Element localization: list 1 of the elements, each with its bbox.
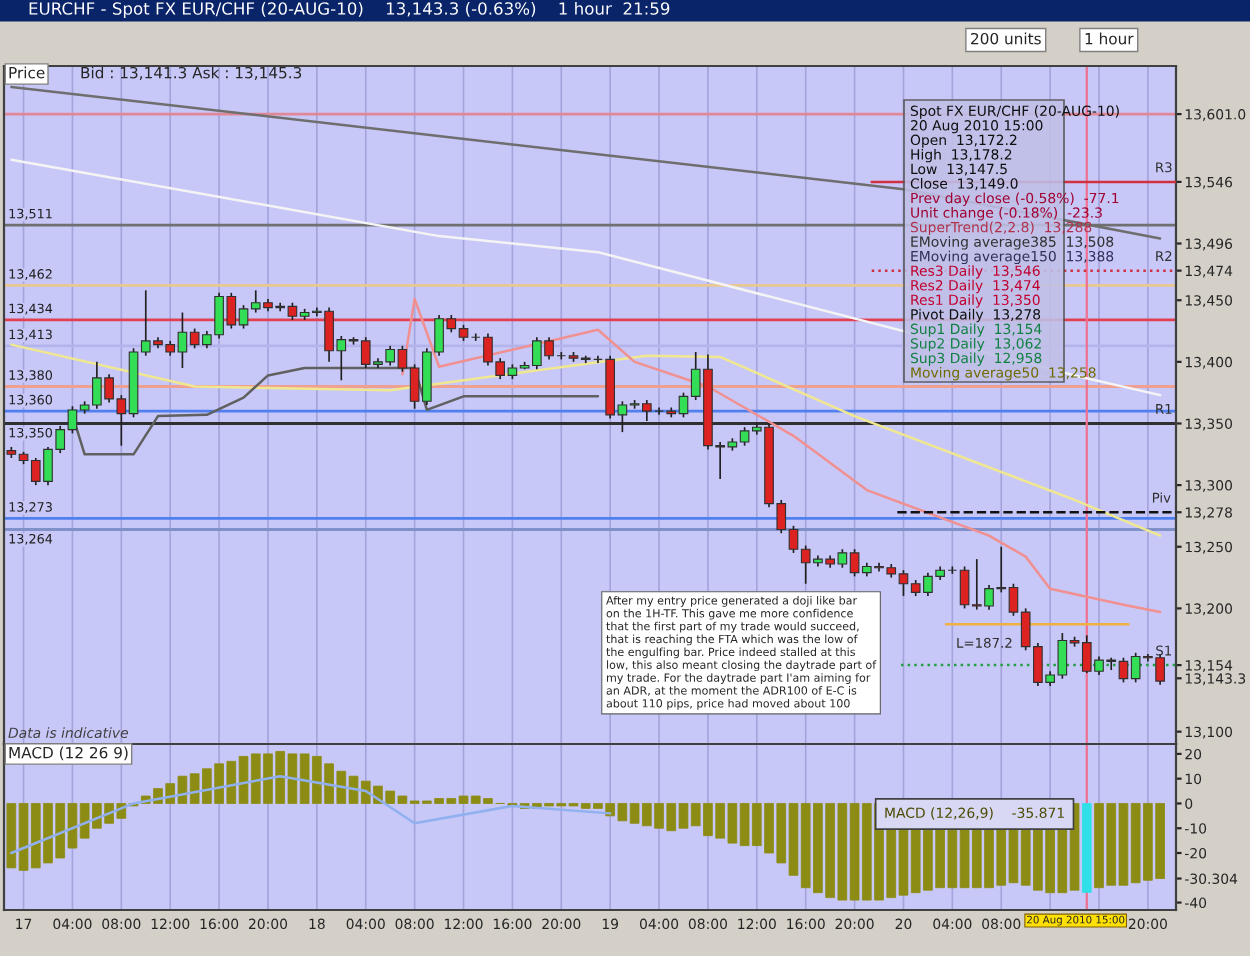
chart-title: EURCHF - Spot FX EUR/CHF (20-AUG-10) 13,143.3 (-0.63%) 1 hour 21:59	[29, 1, 670, 19]
